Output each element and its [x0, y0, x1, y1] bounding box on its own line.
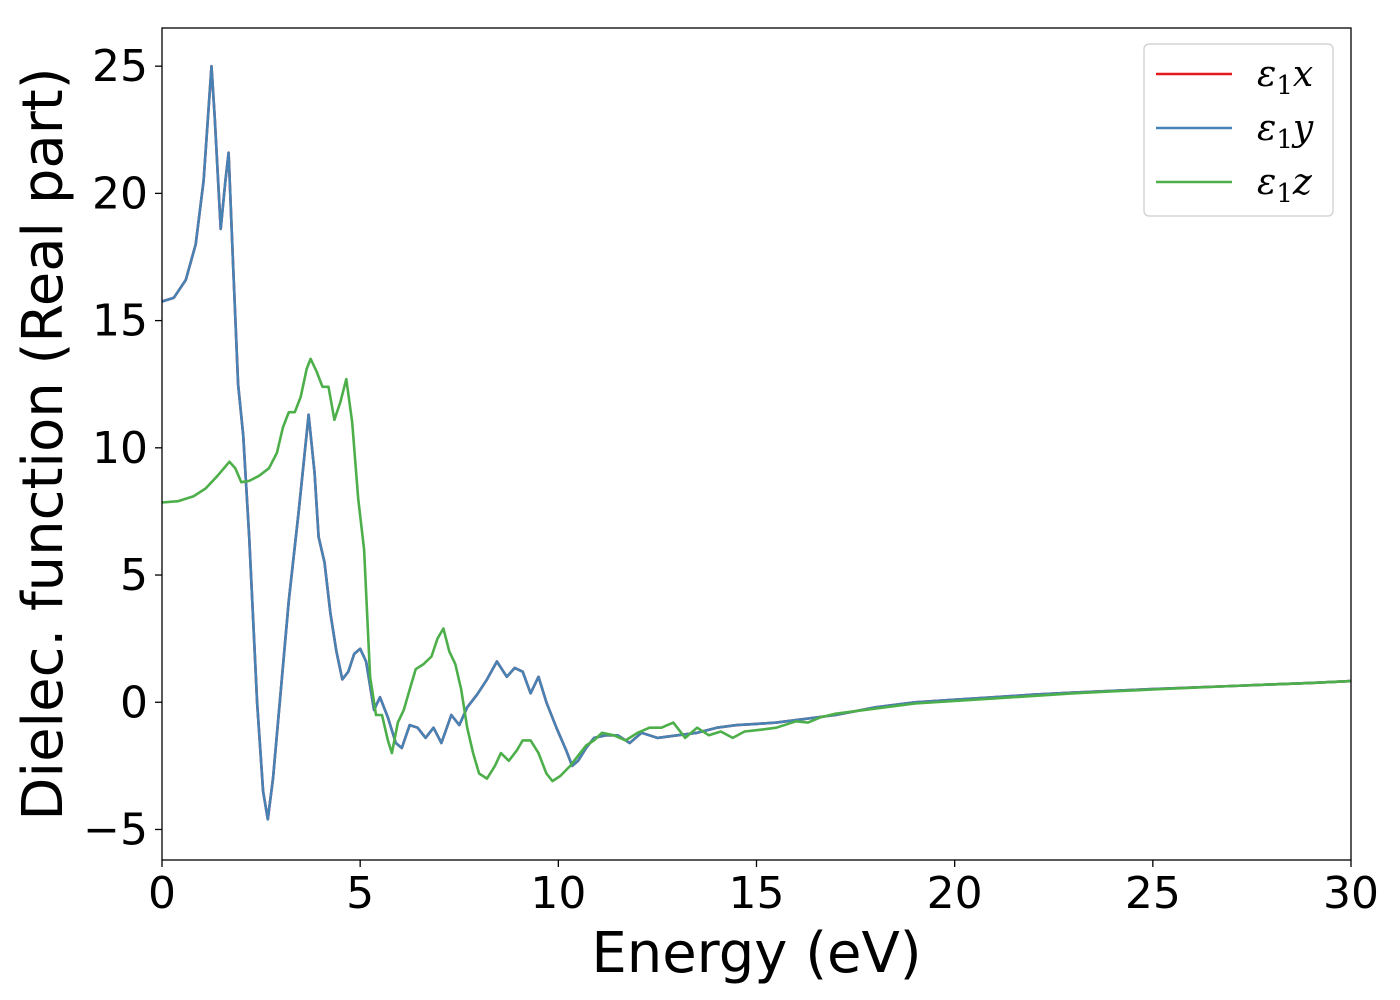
y-tick-label: 5: [120, 550, 148, 601]
y-tick-label: 15: [92, 296, 148, 347]
y-tick-label: 25: [92, 41, 148, 92]
y-tick-label: 20: [92, 168, 148, 219]
x-axis-title: Energy (eV): [591, 921, 921, 986]
x-tick-label: 30: [1323, 868, 1379, 919]
series-line-z: [161, 357, 1352, 783]
x-tick-label: 0: [148, 868, 176, 919]
y-tick-label: 10: [92, 423, 148, 474]
legend: ε1x ε1y ε1z: [1143, 43, 1334, 217]
x-tick-label: 15: [729, 868, 785, 919]
legend-label: ε1x: [1257, 54, 1313, 101]
y-axis-title: Dielec. function (Real part): [11, 67, 76, 820]
y-tick-label: 0: [120, 677, 148, 728]
legend-label: ε1y: [1257, 108, 1314, 155]
series-line-y: [161, 64, 1352, 821]
x-tick-label: 25: [1125, 868, 1181, 919]
legend-label: ε1z: [1257, 162, 1313, 209]
series-layer: [161, 64, 1352, 821]
legend-box: [1143, 43, 1334, 217]
y-tick-label: −5: [83, 804, 148, 855]
x-tick-label: 20: [927, 868, 983, 919]
x-tick-label: 5: [346, 868, 374, 919]
x-tick-label: 10: [530, 868, 586, 919]
